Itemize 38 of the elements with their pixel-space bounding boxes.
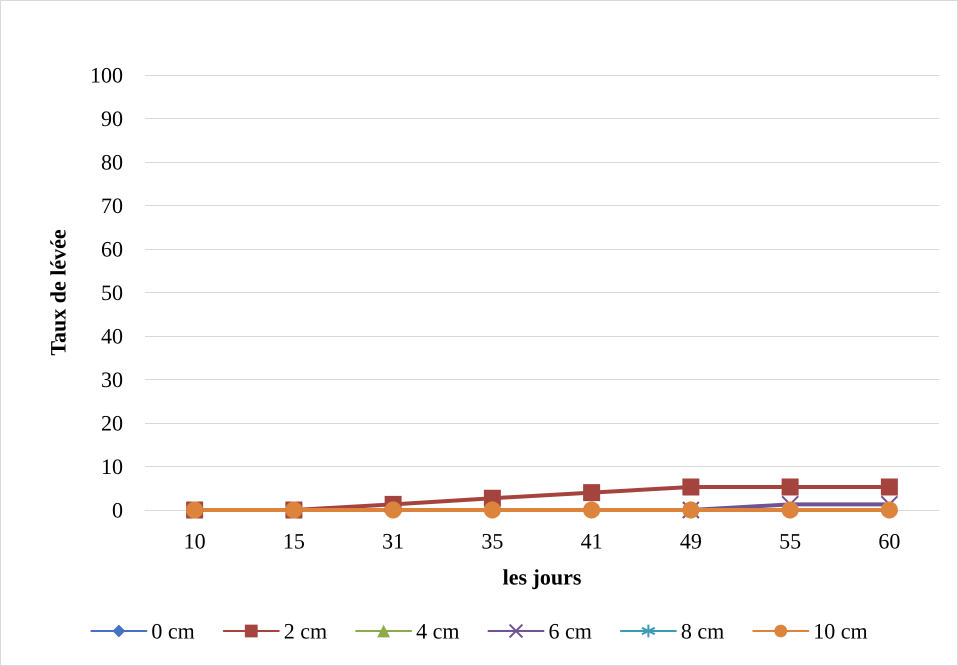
x-tick-label: 41 (580, 528, 603, 554)
point (880, 478, 898, 496)
y-axis-title: Taux de lévée (46, 229, 70, 356)
point (583, 484, 600, 502)
y-tick-label: 30 (101, 367, 123, 392)
point (781, 495, 800, 514)
legend-label: 6 cm (548, 618, 592, 644)
legend-label: 10 cm (813, 618, 868, 644)
point (782, 502, 799, 518)
y-tick-label: 60 (101, 236, 123, 262)
y-tick-label: 80 (101, 150, 123, 174)
x-tick-label: 60 (878, 528, 900, 554)
x-tick-label: 15 (282, 528, 305, 554)
y-tick-label: 100 (90, 62, 123, 88)
y-tick-label: 70 (101, 193, 123, 218)
point (583, 502, 600, 518)
y-tick-label: 20 (101, 410, 123, 436)
y-tick-label: 10 (101, 454, 123, 479)
legend-label: 8 cm (680, 618, 724, 644)
legend-label: 4 cm (416, 618, 460, 644)
x-axis-title: les jours (502, 564, 582, 590)
x-tick-label: 35 (481, 528, 504, 554)
point (782, 478, 799, 496)
x-tick-label: 55 (779, 528, 802, 554)
x-tick-label: 49 (680, 528, 702, 554)
x-tick-label: 31 (382, 528, 404, 554)
legend-label: 0 cm (151, 618, 195, 644)
x-tick-label: 10 (184, 528, 206, 554)
y-tick-label: 0 (112, 498, 123, 522)
y-tick-label: 50 (101, 280, 123, 305)
point (384, 502, 402, 518)
point (484, 502, 501, 518)
point (880, 502, 898, 518)
point (682, 478, 700, 496)
y-tick-label: 40 (101, 324, 123, 348)
point (880, 495, 898, 514)
legend-label: 2 cm (284, 618, 328, 644)
y-tick-label: 90 (101, 106, 123, 131)
